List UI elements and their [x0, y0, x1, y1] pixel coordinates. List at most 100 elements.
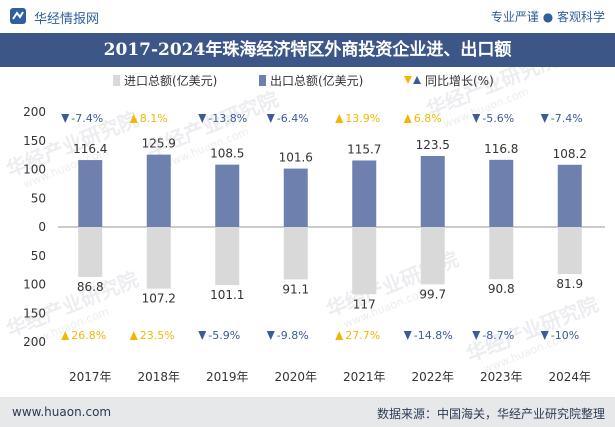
y-axis: 200 150 100 50 0 50 100 150 200: [23, 105, 46, 349]
export-yoy-down-icon: [472, 114, 481, 123]
export-value-label: 123.5: [416, 138, 450, 152]
y-tick-label: 200: [23, 105, 46, 119]
export-value-label: 101.6: [279, 151, 313, 165]
x-category-label: 2024年: [548, 370, 591, 384]
footer-source: 数据来源：中国海关，华经产业研究院整理: [376, 407, 605, 421]
import-value-label: 86.8: [77, 280, 104, 294]
import-value-label: 91.1: [282, 282, 309, 296]
export-bar: [420, 155, 445, 227]
x-category-label: 2021年: [343, 370, 386, 384]
import-bar: [215, 227, 240, 286]
import-bar: [146, 227, 171, 289]
export-bar: [78, 160, 103, 227]
import-yoy-label: 26.8%: [71, 329, 106, 342]
import-yoy-label: 27.7%: [345, 329, 380, 342]
export-yoy-label: -6.4%: [277, 112, 309, 125]
y-tick-label: 100: [23, 278, 46, 292]
legend-export-label: 出口总额(亿美元): [270, 73, 363, 88]
title-bar: 2017-2024年珠海经济特区外商投资企业进、出口额: [0, 33, 615, 67]
chart: 华经产业研究院www.huaon.com华经产业研究院www.huaon.com…: [3, 67, 605, 384]
import-bar: [489, 227, 514, 280]
y-tick-label: 50: [31, 249, 46, 263]
import-yoy-label: -14.8%: [414, 329, 453, 342]
legend-export-swatch: [259, 75, 266, 86]
legend-yoy-label: 同比增长(%): [425, 74, 494, 88]
export-yoy-down-icon: [540, 114, 549, 123]
huajing-logo-icon: [10, 8, 26, 24]
legend-down-triangle-icon: [404, 76, 412, 84]
export-yoy-label: -5.6%: [482, 112, 514, 125]
brand-name: 华经情报网: [34, 12, 100, 27]
y-tick-label: 50: [31, 191, 46, 205]
footer: www.huaon.com 数据来源：中国海关，华经产业研究院整理: [0, 397, 615, 427]
import-yoy-down-icon: [472, 331, 481, 340]
import-value-label: 101.1: [210, 288, 244, 302]
export-bar: [557, 164, 582, 227]
export-yoy-up-icon: [403, 114, 412, 123]
export-value-label: 116.8: [484, 142, 518, 156]
x-category-label: 2019年: [206, 370, 249, 384]
x-category-label: 2017年: [69, 370, 112, 384]
y-tick-label: 150: [23, 306, 46, 320]
import-yoy-up-icon: [129, 331, 138, 340]
legend-import-label: 进口总额(亿美元): [124, 73, 217, 88]
export-yoy-label: 13.9%: [345, 112, 380, 125]
chart-title: 2017-2024年珠海经济特区外商投资企业进、出口额: [103, 40, 512, 60]
export-yoy-label: -7.4%: [71, 112, 103, 125]
slogan: 专业严谨 ● 客观科学: [490, 10, 605, 24]
export-yoy-label: 6.8%: [414, 112, 442, 125]
export-value-label: 108.5: [210, 147, 244, 161]
bars: 116.4 86.8 -7.4% 26.8% 125.9 107.2 8.1% 23.5% 10…: [61, 112, 587, 342]
export-bar: [352, 160, 377, 227]
y-tick-label: 100: [23, 163, 46, 177]
x-category-label: 2020年: [274, 370, 317, 384]
export-yoy-up-icon: [129, 114, 138, 123]
export-yoy-down-icon: [61, 114, 70, 123]
x-category-label: 2018年: [137, 370, 180, 384]
x-category-label: 2023年: [480, 370, 523, 384]
import-yoy-label: -10%: [551, 329, 579, 342]
export-yoy-down-icon: [266, 114, 275, 123]
import-bar: [420, 227, 445, 285]
legend: 进口总额(亿美元) 出口总额(亿美元) 同比增长(%): [113, 73, 494, 88]
import-yoy-up-icon: [335, 331, 344, 340]
import-bar: [283, 227, 308, 280]
import-value-label: 90.8: [488, 282, 515, 296]
import-value-label: 81.9: [556, 277, 583, 291]
import-yoy-label: -8.7%: [482, 329, 514, 342]
legend-import-swatch: [113, 75, 120, 86]
export-yoy-down-icon: [198, 114, 207, 123]
import-bar: [557, 227, 582, 275]
import-yoy-down-icon: [266, 331, 275, 340]
x-category-label: 2022年: [411, 370, 454, 384]
export-yoy-up-icon: [335, 114, 344, 123]
export-value-label: 115.7: [347, 142, 381, 156]
export-bar: [283, 168, 308, 227]
export-value-label: 108.2: [553, 147, 587, 161]
export-yoy-label: 8.1%: [140, 112, 168, 125]
import-yoy-down-icon: [540, 331, 549, 340]
footer-url: www.huaon.com: [12, 405, 112, 419]
y-tick-label: 0: [38, 220, 46, 234]
export-bar: [215, 164, 240, 227]
import-value-label: 99.7: [419, 287, 446, 301]
import-yoy-label: -9.8%: [277, 329, 309, 342]
x-axis: 2017年 2018年 2019年 2020年 2021年 2022年 2023年 2024年: [69, 370, 591, 384]
export-bar: [146, 154, 171, 227]
export-yoy-label: -7.4%: [551, 112, 583, 125]
y-tick-label: 200: [23, 335, 46, 349]
import-yoy-label: 23.5%: [140, 329, 175, 342]
export-yoy-label: -13.8%: [208, 112, 247, 125]
export-value-label: 116.4: [73, 142, 107, 156]
import-yoy-label: -5.9%: [208, 329, 240, 342]
y-tick-label: 150: [23, 134, 46, 148]
import-value-label: 107.2: [142, 292, 176, 306]
legend-up-triangle-icon: [413, 76, 421, 84]
top-bar: 华经情报网 专业严谨 ● 客观科学: [0, 0, 615, 33]
import-bar: [352, 227, 377, 295]
import-value-label: 117: [353, 297, 376, 311]
import-yoy-down-icon: [403, 331, 412, 340]
import-yoy-down-icon: [198, 331, 207, 340]
export-bar: [489, 159, 514, 227]
import-yoy-up-icon: [61, 331, 70, 340]
